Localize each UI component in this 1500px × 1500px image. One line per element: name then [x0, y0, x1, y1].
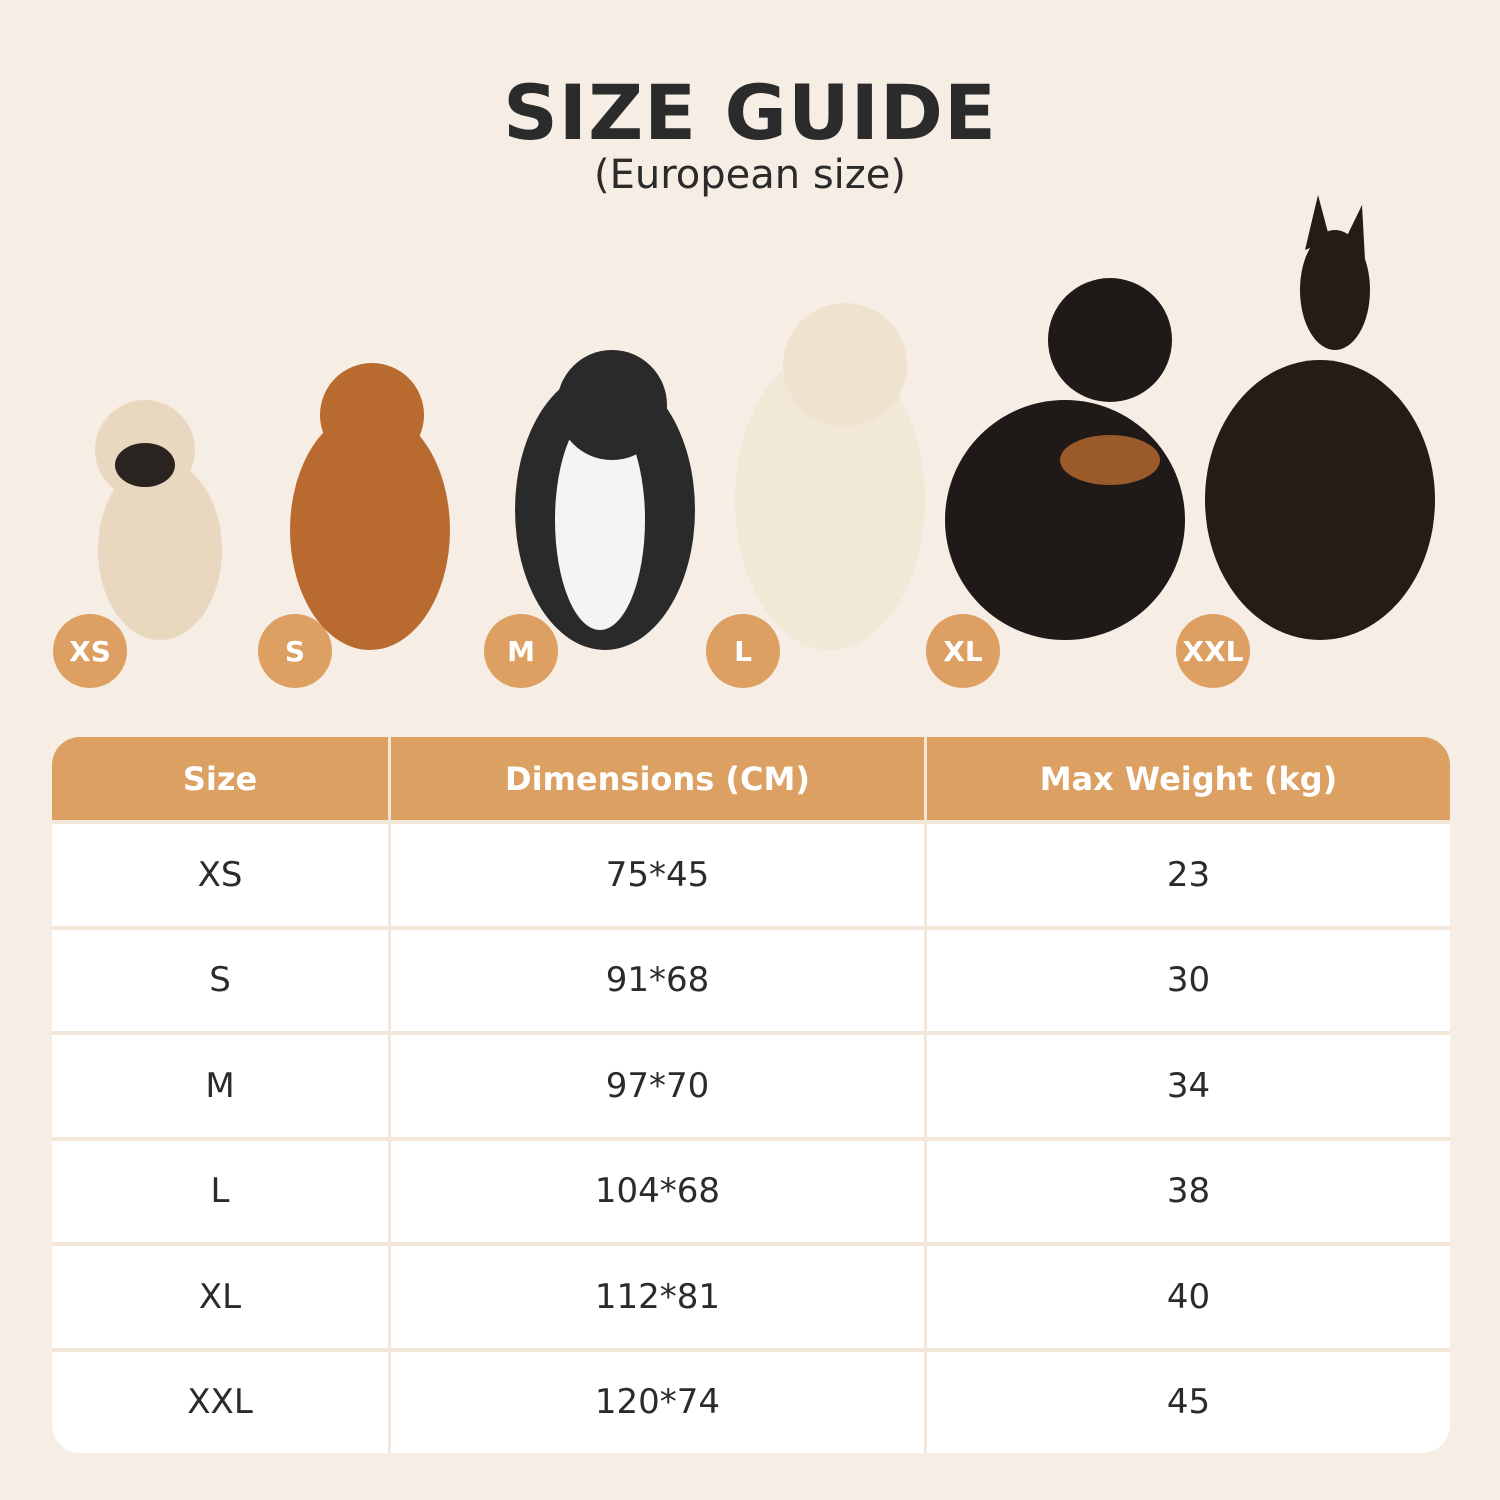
table-cell: 91*68 — [391, 929, 924, 1031]
dog-l — [735, 303, 925, 650]
table-cell: 38 — [927, 1140, 1450, 1242]
dog-xxl — [1205, 195, 1435, 640]
size-badge: XXL — [1176, 614, 1250, 688]
table-cell: 45 — [927, 1351, 1450, 1453]
table-cell: 23 — [927, 824, 1450, 926]
table-cell: M — [52, 1035, 388, 1137]
size-badge: XL — [926, 614, 1000, 688]
size-table: Size Dimensions (CM) Max Weight (kg) XS 75*4… — [52, 737, 1450, 1453]
table-cell: 40 — [927, 1246, 1450, 1348]
table-cell: 104*68 — [391, 1140, 924, 1242]
table-cell: 120*74 — [391, 1351, 924, 1453]
size-badge: L — [706, 614, 780, 688]
table-cell: 112*81 — [391, 1246, 924, 1348]
dog-xl — [945, 278, 1185, 640]
table-cell: 34 — [927, 1035, 1450, 1137]
title: SIZE GUIDE — [503, 68, 997, 157]
size-badge: XS — [53, 614, 127, 688]
table-cell: S — [52, 929, 388, 1031]
table-cell: 75*45 — [391, 824, 924, 926]
table-cell: XL — [52, 1246, 388, 1348]
dog-illustrations — [95, 195, 1435, 650]
column-header: Max Weight (kg) — [927, 737, 1450, 820]
table-cell: 30 — [927, 929, 1450, 1031]
table-cell: L — [52, 1140, 388, 1242]
column-header: Size — [52, 737, 388, 820]
subtitle: (European size) — [593, 152, 906, 198]
size-badge: S — [258, 614, 332, 688]
dog-xs — [95, 400, 222, 640]
table-cell: XS — [52, 824, 388, 926]
dog-m — [515, 350, 695, 650]
table-cell: XXL — [52, 1351, 388, 1453]
table-cell: 97*70 — [391, 1035, 924, 1137]
column-header: Dimensions (CM) — [391, 737, 924, 820]
size-badge: M — [484, 614, 558, 688]
dog-s — [290, 363, 450, 650]
